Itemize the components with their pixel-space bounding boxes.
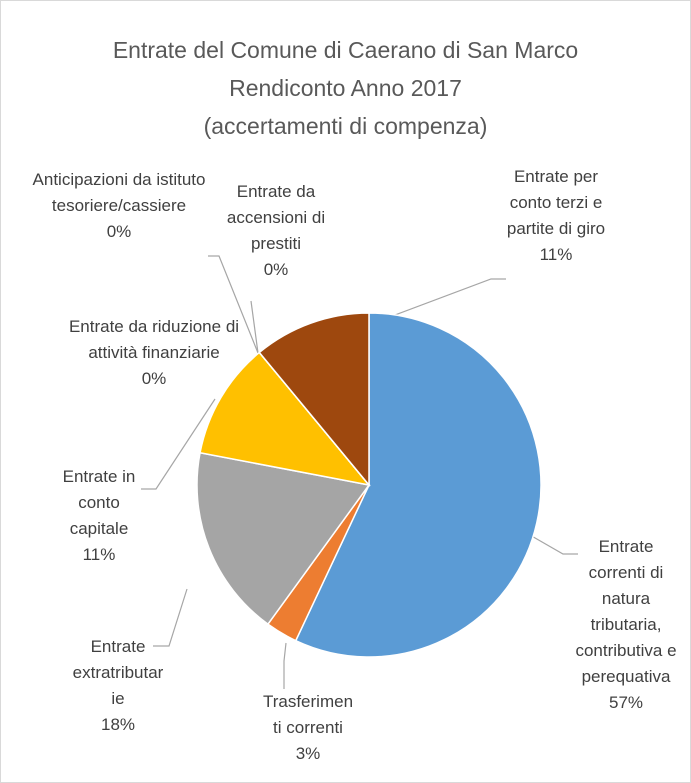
pie-slice	[196, 451, 371, 626]
category-label: Entrate per conto terzi e partite di gir…	[506, 167, 606, 238]
pie-slice	[258, 312, 370, 488]
data-label: Entrate da accensioni di prestiti 0%	[210, 179, 342, 283]
value-label: 57%	[608, 693, 644, 712]
data-label: Trasferimenti correnti 3%	[261, 689, 355, 767]
category-label: Trasferimenti correnti	[262, 692, 354, 737]
category-label: Entrate in conto capitale	[62, 467, 136, 538]
data-label: Entrate in conto capitale 11%	[60, 464, 138, 568]
category-label: Entrate correnti di natura tributaria, c…	[575, 537, 677, 686]
chart-title: Entrate del Comune di Caerano di San Mar…	[112, 37, 579, 139]
value-label: 3%	[295, 744, 321, 763]
value-label: 11%	[539, 245, 573, 264]
data-label: Entrate per conto terzi e partite di gir…	[500, 164, 612, 268]
data-label: Anticipazioni da istituto tesoriere/cass…	[29, 167, 209, 245]
data-label: Entrate extratributarie 18%	[71, 634, 165, 738]
category-label: Entrate da riduzione di attività finanzi…	[68, 317, 240, 362]
value-label: 11%	[82, 545, 116, 564]
value-label: 0%	[106, 222, 132, 241]
pie-slice	[294, 312, 542, 658]
value-label: 0%	[141, 369, 167, 388]
data-label: Entrate correnti di natura tributaria, c…	[574, 534, 678, 716]
category-label: Entrate da accensioni di prestiti	[226, 182, 326, 253]
category-label: Anticipazioni da istituto tesoriere/cass…	[32, 170, 206, 215]
category-label: Entrate extratributarie	[72, 637, 164, 708]
value-label: 18%	[100, 715, 136, 734]
value-label: 0%	[263, 260, 289, 279]
data-label: Entrate da riduzione di attività finanzi…	[64, 314, 244, 392]
pie-slice	[199, 351, 371, 487]
